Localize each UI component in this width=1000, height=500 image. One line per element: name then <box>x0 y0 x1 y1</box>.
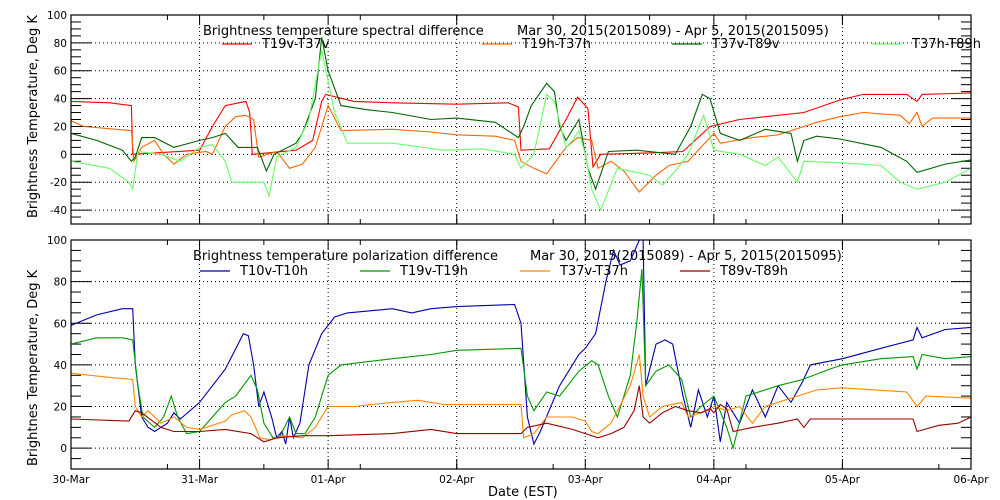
x-tick-label: 01-Apr <box>311 474 347 486</box>
y-tick-label: 20 <box>54 121 67 133</box>
x-axis-label: Date (EST) <box>488 485 558 500</box>
legend-label: T37v-T37h <box>559 264 628 279</box>
y-tick-label: 0 <box>60 443 67 455</box>
plot-frame <box>70 239 972 470</box>
x-tick-label: 04-Apr <box>696 474 732 486</box>
x-tick-label: 02-Apr <box>439 474 475 486</box>
series-line-t19h-t37h <box>71 104 971 193</box>
y-tick-label: 60 <box>54 318 67 330</box>
y-tick-label: 40 <box>54 360 67 372</box>
polarization-difference-panel: Brightness temperature polarization diff… <box>26 235 989 500</box>
legend-label: T19v-T19h <box>399 264 468 279</box>
y-tick-label: 60 <box>54 66 67 78</box>
legend-label: T19h-T37h <box>521 37 591 52</box>
legend-label: T10v-T10h <box>239 264 308 279</box>
series-line-t10v-t10h <box>71 240 971 446</box>
series-line-t37h-t89h <box>71 49 971 212</box>
date-range: Mar 30, 2015(2015089) - Apr 5, 2015(2015… <box>530 249 842 264</box>
y-tick-label: 100 <box>47 10 67 22</box>
y-tick-label: 20 <box>54 402 67 414</box>
x-tick-label: 06-Apr <box>953 474 989 486</box>
series-line-t19v-t37v <box>71 92 971 169</box>
series-line-t89v-t89h <box>71 385 971 443</box>
legend-label: T89v-T89h <box>719 264 788 279</box>
plot-frame <box>70 14 972 225</box>
legend-label: T37v-T89v <box>711 37 780 52</box>
x-tick-label: 31-Mar <box>181 474 219 486</box>
x-tick-label: 30-Mar <box>53 474 91 486</box>
spectral-difference-panel: Brightness temperature spectral differen… <box>26 10 981 225</box>
y-axis-label: Brightnes Temperature, Deg K <box>26 269 41 466</box>
x-tick-label: 03-Apr <box>568 474 604 486</box>
y-tick-label: 0 <box>60 149 67 161</box>
y-tick-label: 80 <box>54 277 67 289</box>
legend-label: T19v-T37v <box>261 37 330 52</box>
y-tick-label: -20 <box>50 177 67 189</box>
y-tick-label: 100 <box>47 235 67 247</box>
panel-title: Brightness temperature spectral differen… <box>203 24 484 39</box>
legend-label: T37h-T89h <box>911 37 981 52</box>
y-tick-label: -40 <box>50 205 67 217</box>
y-tick-label: 80 <box>54 38 67 50</box>
series-line-t37v-t89v <box>71 37 971 191</box>
panel-title: Brightness temperature polarization diff… <box>193 249 498 264</box>
date-range: Mar 30, 2015(2015089) - Apr 5, 2015(2015… <box>517 24 829 39</box>
series-line-t19v-t19h <box>71 269 971 451</box>
y-axis-label: Brightness Temperature, Deg K <box>26 15 41 218</box>
x-tick-label: 05-Apr <box>825 474 861 486</box>
y-tick-label: 40 <box>54 94 67 106</box>
series-line-t37v-t37h <box>71 354 971 441</box>
